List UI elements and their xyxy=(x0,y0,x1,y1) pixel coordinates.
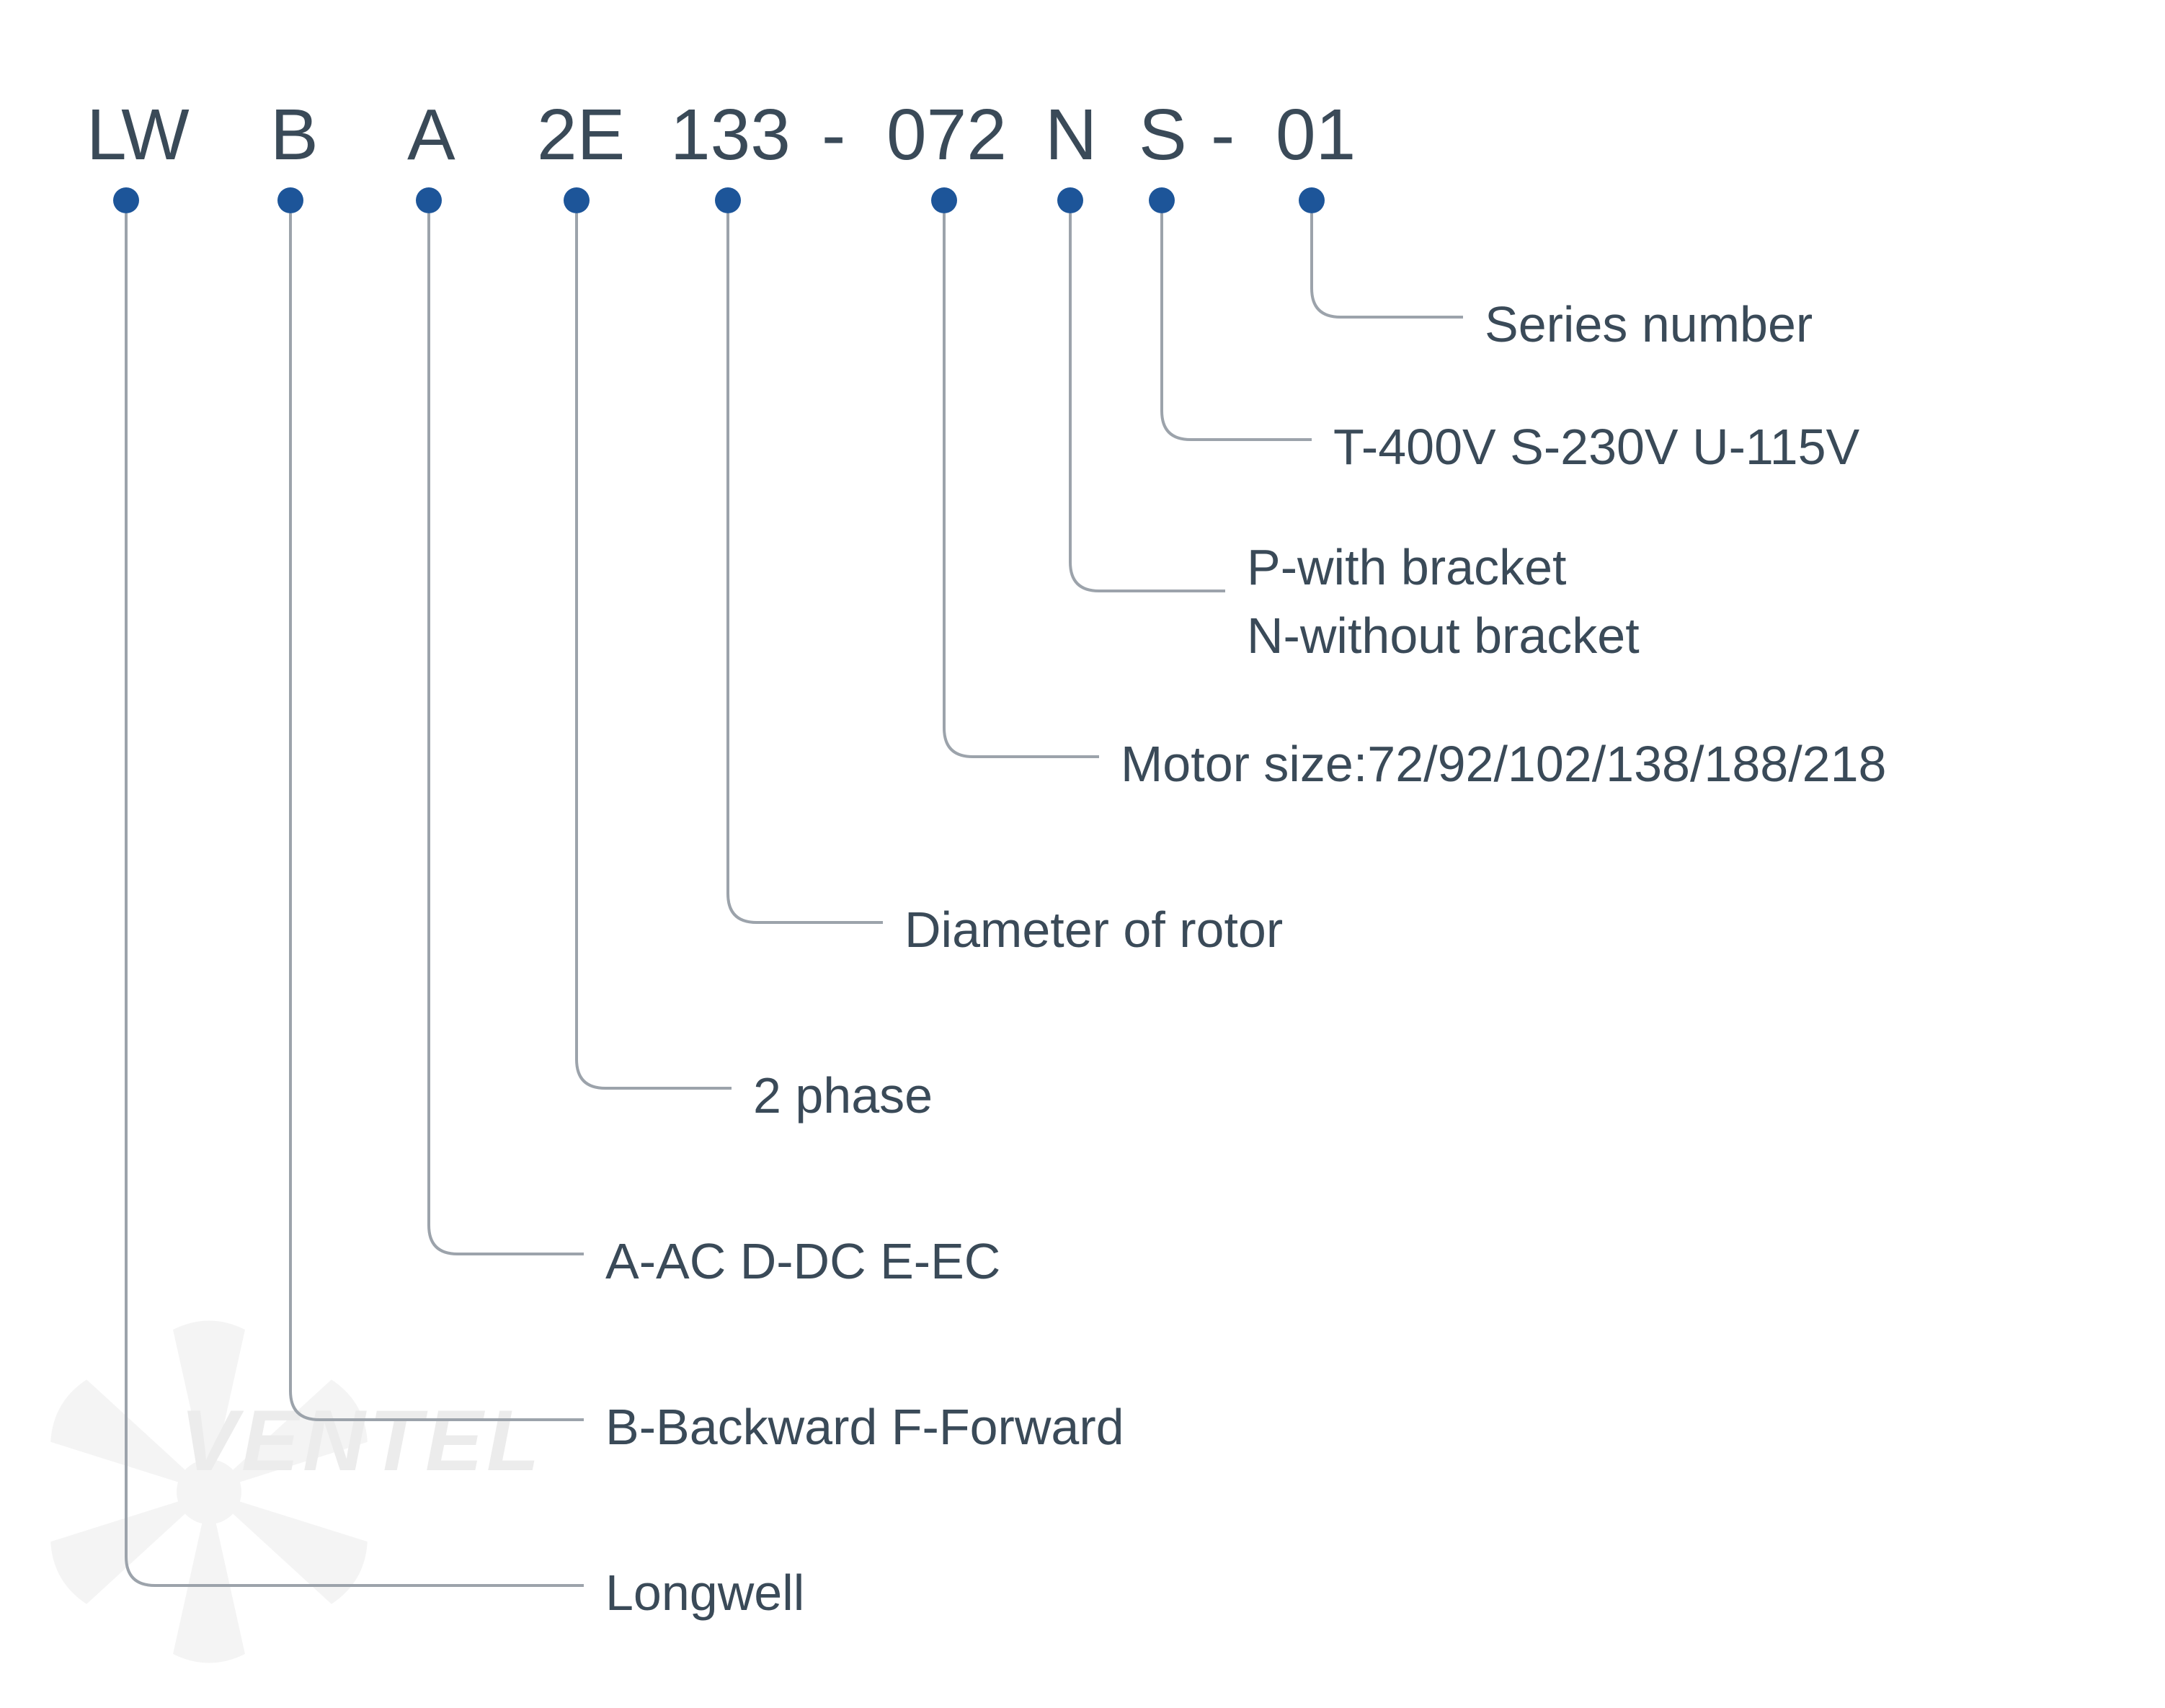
dot-1 xyxy=(277,187,303,213)
hline-6 xyxy=(458,1253,584,1255)
hline-1 xyxy=(1191,438,1312,441)
description-2-line-0: P-with bracket xyxy=(1247,533,1640,602)
part-segment-8: S xyxy=(1139,94,1187,177)
vline-6 xyxy=(427,213,430,1225)
curve-0 xyxy=(1310,288,1342,320)
hline-2 xyxy=(1099,590,1225,592)
part-segment-6: 072 xyxy=(886,94,1007,177)
hline-5 xyxy=(605,1087,732,1090)
dot-0 xyxy=(113,187,139,213)
hline-3 xyxy=(973,755,1099,758)
watermark-fan-icon xyxy=(29,1312,389,1672)
vline-0 xyxy=(1310,213,1313,288)
vline-7 xyxy=(289,213,292,1391)
part-segment-9: - xyxy=(1211,94,1235,177)
part-segment-0: LW xyxy=(86,94,190,177)
vline-8 xyxy=(125,213,128,1557)
dot-10 xyxy=(1299,187,1325,213)
vline-3 xyxy=(943,213,946,728)
hline-8 xyxy=(155,1584,584,1587)
description-1: T-400V S-230V U-115V xyxy=(1333,418,1859,476)
part-segment-7: N xyxy=(1045,94,1097,177)
dot-8 xyxy=(1149,187,1175,213)
curve-1 xyxy=(1160,411,1192,442)
curve-6 xyxy=(427,1225,459,1257)
dot-6 xyxy=(931,187,957,213)
vline-2 xyxy=(1069,213,1072,562)
vline-1 xyxy=(1160,213,1163,411)
description-8: Longwell xyxy=(605,1564,804,1622)
hline-7 xyxy=(319,1418,584,1421)
description-2-line-1: N-without bracket xyxy=(1247,602,1640,670)
hline-4 xyxy=(757,921,883,924)
description-2: P-with bracketN-without bracket xyxy=(1247,533,1640,670)
part-segment-4: 133 xyxy=(670,94,791,177)
part-segment-10: 01 xyxy=(1276,94,1356,177)
watermark-text: VENTEL xyxy=(180,1391,543,1490)
dot-2 xyxy=(416,187,442,213)
curve-4 xyxy=(726,894,758,925)
description-4: Diameter of rotor xyxy=(904,901,1283,958)
description-6: A-AC D-DC E-EC xyxy=(605,1232,1000,1290)
part-segment-3: 2E xyxy=(537,94,625,177)
curve-2 xyxy=(1069,562,1101,594)
curve-3 xyxy=(943,728,974,760)
part-segment-2: A xyxy=(407,94,455,177)
dot-4 xyxy=(715,187,741,213)
description-0: Series number xyxy=(1485,295,1813,353)
vline-4 xyxy=(726,213,729,894)
diagram-container: VENTEL LWBA2E133-072NS-01 Series numberT… xyxy=(0,0,2165,1708)
vline-5 xyxy=(575,213,578,1059)
hline-0 xyxy=(1341,316,1463,319)
description-7: B-Backward F-Forward xyxy=(605,1398,1124,1456)
dot-3 xyxy=(564,187,590,213)
dot-7 xyxy=(1057,187,1083,213)
curve-7 xyxy=(289,1391,321,1423)
curve-8 xyxy=(125,1557,156,1588)
part-segment-5: - xyxy=(822,94,845,177)
description-5: 2 phase xyxy=(753,1067,933,1124)
curve-5 xyxy=(575,1059,607,1091)
part-segment-1: B xyxy=(270,94,319,177)
description-3: Motor size:72/92/102/138/188/218 xyxy=(1121,735,1886,793)
